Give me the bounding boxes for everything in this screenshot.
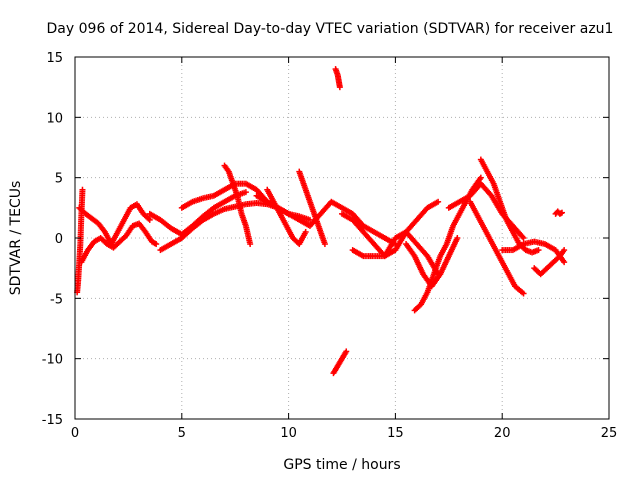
data-point xyxy=(153,241,160,248)
data-point xyxy=(146,216,153,223)
data-point xyxy=(79,186,86,193)
series-arc-15 xyxy=(403,235,461,290)
series-arc-1 xyxy=(74,186,86,296)
x-tick-label: 15 xyxy=(387,426,404,441)
chart-title: Day 096 of 2014, Sidereal Day-to-day VTE… xyxy=(47,21,614,37)
data-points xyxy=(74,66,568,377)
data-point xyxy=(561,259,568,266)
data-point xyxy=(302,228,309,235)
data-point xyxy=(321,241,328,248)
data-point xyxy=(242,189,249,196)
series-arc-14 xyxy=(349,228,442,278)
series-arc-11 xyxy=(332,66,343,91)
grid xyxy=(75,57,609,419)
y-tick-label: 15 xyxy=(46,51,63,66)
x-tick-label: 5 xyxy=(178,426,186,441)
data-point xyxy=(343,348,350,355)
data-point xyxy=(535,247,542,254)
data-point xyxy=(520,290,527,297)
data-point xyxy=(247,241,254,248)
data-point xyxy=(336,84,343,91)
x-tick-label: 20 xyxy=(494,426,511,441)
x-tick-label: 25 xyxy=(601,426,618,441)
series-arc-16 xyxy=(411,174,484,314)
y-tick-label: -5 xyxy=(50,292,63,307)
y-tick-label: 10 xyxy=(46,111,63,126)
tick-labels: 0 5 10 15 20 25 -15 -10 -5 0 5 10 15 xyxy=(42,51,618,441)
series-arc-7 xyxy=(221,162,254,248)
y-axis-label: SDTVAR / TECUs xyxy=(8,181,24,296)
series-arc-10 xyxy=(296,168,328,248)
x-axis-label: GPS time / hours xyxy=(283,457,400,473)
data-point xyxy=(477,174,484,181)
series-arc-21 xyxy=(531,247,568,278)
y-tick-label: -15 xyxy=(42,413,63,428)
data-point xyxy=(454,235,461,241)
series-arc-3 xyxy=(78,220,160,266)
data-point xyxy=(435,198,442,205)
data-point xyxy=(559,209,566,216)
series-arc-18 xyxy=(467,198,527,297)
y-tick-label: 5 xyxy=(55,172,63,187)
series-arc-22 xyxy=(552,208,566,217)
series-arc-12 xyxy=(330,348,350,377)
series-arc-9 xyxy=(264,186,309,248)
y-tick-label: 0 xyxy=(55,232,63,247)
series-arc-4 xyxy=(146,189,249,238)
y-tick-label: -10 xyxy=(42,353,63,368)
data-point xyxy=(520,235,527,241)
x-tick-label: 0 xyxy=(71,426,79,441)
x-tick-label: 10 xyxy=(280,426,297,441)
data-point xyxy=(561,247,568,254)
tick-marks xyxy=(74,56,610,420)
